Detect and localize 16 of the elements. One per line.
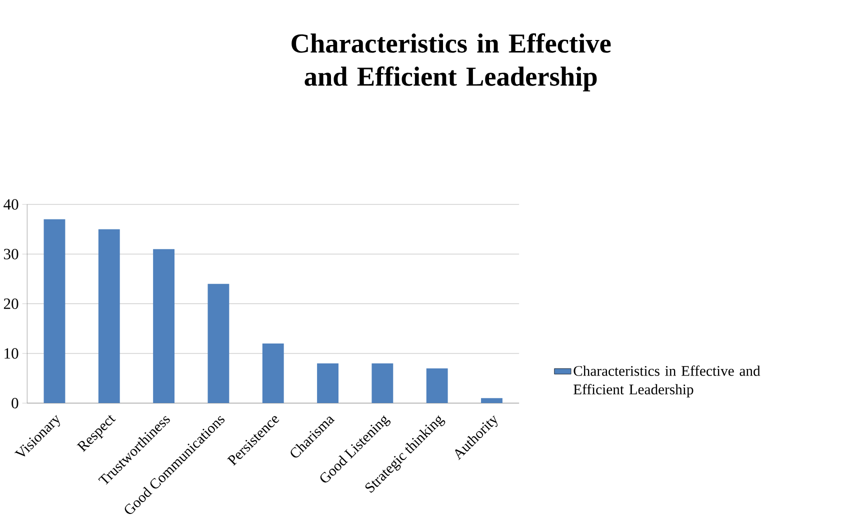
bar: [262, 344, 284, 404]
bar: [153, 249, 175, 404]
bar: [317, 363, 338, 404]
y-tick-label: 20: [4, 298, 18, 310]
bar: [98, 229, 120, 404]
y-tick-label: 30: [4, 248, 18, 260]
bar: [426, 368, 448, 404]
chart-title: Characteristics in Effective and Efficient Leadership: [292, 33, 611, 92]
bar: [44, 219, 66, 404]
bar: [372, 363, 394, 404]
y-tick-label: 40: [4, 199, 18, 210]
y-tick-label: 10: [4, 348, 18, 359]
y-tick-label: 0: [12, 398, 18, 408]
legend-label: Characteristics in Effective and Efficient Leadership: [574, 366, 760, 398]
bar: [208, 284, 230, 404]
bar: [481, 398, 502, 404]
